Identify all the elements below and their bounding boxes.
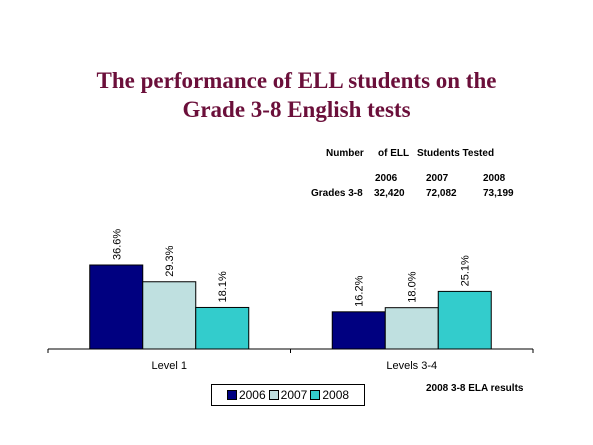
chart-title: The performance of ELL students on the G… — [0, 66, 593, 124]
bar-levels-3-4-2007 — [384, 307, 439, 350]
data-label-level-1-2006: 36.6% — [111, 229, 123, 260]
chart-title-line-2: Grade 3-8 English tests — [182, 97, 411, 122]
tested-year-2006: 2006 — [375, 173, 398, 184]
legend-item-2008: 2008 — [310, 388, 349, 402]
legend-label-2008: 2008 — [322, 388, 350, 402]
legend-label-2007: 2007 — [280, 388, 308, 402]
tested-heading-ell: of ELL — [378, 148, 410, 159]
tested-row-label: Grades 3-8 — [311, 188, 363, 199]
tested-heading-students: Students Tested — [417, 148, 495, 159]
legend-swatch-2007 — [268, 390, 279, 400]
source-note: 2008 3-8 ELA results — [426, 383, 524, 394]
bar-level-1-2006 — [89, 264, 144, 350]
bar-level-1-2008 — [195, 306, 250, 350]
legend-item-2006: 2006 — [226, 388, 266, 402]
legend-item-2007: 2007 — [268, 388, 308, 402]
data-label-level-1-2008: 18.1% — [217, 271, 229, 302]
tested-year-2008: 2008 — [483, 173, 506, 184]
legend-label-2006: 2006 — [238, 388, 266, 402]
tested-value-2008: 73,199 — [483, 188, 514, 199]
legend-swatch-2008 — [310, 390, 321, 400]
tested-value-2006: 32,420 — [374, 188, 405, 199]
category-label-levels-3-4: Levels 3-4 — [386, 360, 437, 372]
tested-value-2007: 72,082 — [426, 188, 457, 199]
legend-swatch-2006 — [226, 390, 237, 400]
data-label-level-1-2007: 29.3% — [164, 245, 176, 276]
data-label-levels-3-4-2007: 18.0% — [407, 271, 419, 302]
category-label-level-1: Level 1 — [152, 360, 187, 372]
bar-level-1-2007 — [142, 281, 197, 350]
tested-year-2007: 2007 — [426, 173, 449, 184]
data-label-levels-3-4-2008: 25.1% — [460, 255, 472, 286]
bar-levels-3-4-2006 — [331, 311, 386, 350]
chart-legend: 2006 2007 2008 — [211, 384, 365, 406]
data-label-levels-3-4-2006: 16.2% — [354, 275, 366, 306]
bar-levels-3-4-2008 — [437, 290, 492, 350]
tested-heading-number: Number — [326, 148, 364, 159]
chart-title-line-1: The performance of ELL students on the — [96, 68, 497, 93]
